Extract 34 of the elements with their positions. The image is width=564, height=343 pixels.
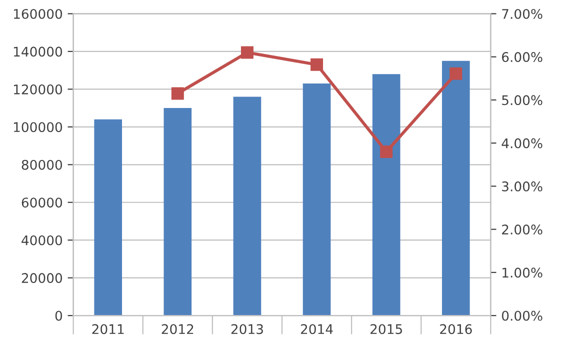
y2-tick-label: 4.00% <box>502 138 542 148</box>
y-tick-label: 120000 <box>14 84 62 94</box>
bar <box>372 74 400 316</box>
point <box>171 87 184 100</box>
y-tick-label: 140000 <box>14 46 62 57</box>
x-tick-label: 2013 <box>231 324 263 334</box>
x-tick-label: 2011 <box>92 324 124 334</box>
y2-tick-label: 6.00% <box>502 52 542 62</box>
bar <box>302 84 331 316</box>
y-tick-label: 60000 <box>22 198 62 208</box>
x-tick-label: 2014 <box>300 324 333 334</box>
y2-tick-label: 5.00% <box>502 95 542 106</box>
y2-tick-label: 1.00% <box>502 268 542 278</box>
x-tick-label: 2015 <box>370 324 402 334</box>
y2-tick-label: 2.00% <box>502 224 542 235</box>
y-tick-label: 0 <box>55 310 62 321</box>
x-tick-label: 2016 <box>440 324 472 334</box>
y-tick-label: 100000 <box>14 122 62 132</box>
y-tick-label: 40000 <box>22 235 62 246</box>
x-tick-label: 2012 <box>162 324 194 334</box>
y-tick-label: 20000 <box>22 273 62 284</box>
y-tick-label: 160000 <box>14 8 62 19</box>
point <box>450 67 462 80</box>
point <box>310 58 324 71</box>
bar <box>442 60 470 316</box>
y-tick-label: 80000 <box>22 160 62 170</box>
point <box>380 145 393 158</box>
bar <box>233 96 262 316</box>
y2-tick-label: 7.00% <box>502 8 542 19</box>
point <box>240 46 254 59</box>
bar <box>94 119 122 316</box>
y2-tick-label: 0.00% <box>502 310 542 321</box>
y2-tick-label: 3.00% <box>502 181 542 192</box>
bar <box>164 108 192 316</box>
